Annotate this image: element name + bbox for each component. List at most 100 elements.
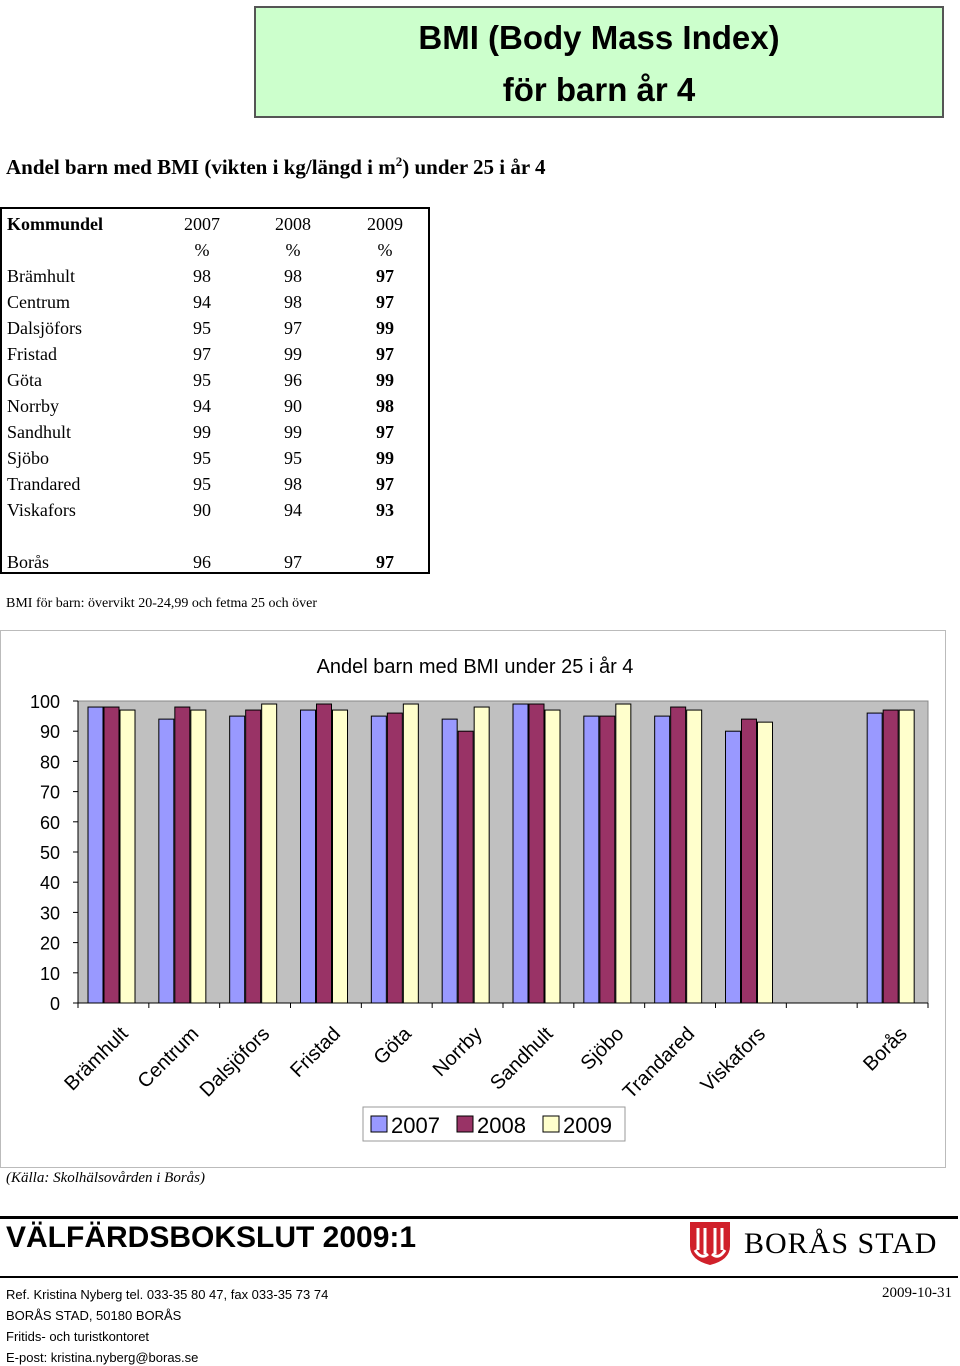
bar-2009 — [190, 709, 207, 1004]
bar-2007 — [370, 715, 387, 1004]
row-2007: 95 — [193, 370, 211, 390]
x-tick-label: Brämhult — [60, 1023, 132, 1095]
legend-swatch — [542, 1115, 560, 1133]
bar-2007 — [441, 718, 458, 1004]
x-tick-label: Norrby — [429, 1023, 487, 1081]
x-tick-label: Göta — [370, 1022, 417, 1069]
bar-2008 — [882, 709, 899, 1004]
y-tick-label: 90 — [40, 722, 60, 742]
bar-2007 — [300, 709, 316, 1004]
header-2009: 2009 — [367, 214, 403, 234]
x-tick-label: Borås — [859, 1023, 912, 1076]
total-name: Borås — [7, 552, 49, 572]
bar-2009 — [332, 709, 348, 1004]
table-total-row: Borås 96 97 97 — [2, 549, 428, 575]
y-tick-label: 10 — [40, 964, 60, 984]
table-header-row: Kommundel 2007 2008 2009 — [2, 211, 428, 237]
subtitle-text: Andel barn med BMI (vikten i kg/längd i … — [6, 155, 396, 179]
section-subtitle: Andel barn med BMI (vikten i kg/längd i … — [6, 154, 546, 180]
row-2009: 99 — [376, 318, 394, 338]
table-row: Viskafors 90 94 93 — [2, 497, 428, 523]
subtitle-text-end: ) under 25 i år 4 — [402, 155, 546, 179]
bar-2008 — [174, 706, 191, 1004]
bar-2009 — [898, 709, 915, 1004]
y-tick-label: 40 — [40, 873, 60, 893]
header-2008: 2008 — [275, 214, 311, 234]
table-row: Brämhult 98 98 97 — [2, 263, 428, 289]
row-2007: 94 — [193, 292, 211, 312]
subtitle-superscript: 2 — [395, 154, 403, 169]
contact-email: E-post: kristina.nyberg@boras.se — [6, 1350, 199, 1365]
row-2007: 95 — [193, 318, 211, 338]
contact-office: Fritids- och turistkontoret — [6, 1329, 150, 1344]
bar-2008 — [316, 703, 332, 1004]
contact-ref: Ref. Kristina Nyberg tel. 033-35 80 47, … — [6, 1287, 329, 1302]
boras-stad-logo: BORÅS STAD — [688, 1220, 950, 1268]
table-row: Göta 95 96 99 — [2, 367, 428, 393]
coat-of-arms-icon — [690, 1222, 730, 1265]
row-2007: 90 — [193, 500, 211, 520]
bar-2007 — [866, 712, 883, 1004]
bar-2009 — [615, 703, 632, 1004]
row-name: Fristad — [7, 344, 58, 364]
row-2009: 98 — [376, 396, 394, 416]
footer-rule-bottom — [0, 1276, 958, 1278]
bar-2008 — [245, 709, 262, 1004]
row-2009: 97 — [376, 292, 394, 312]
x-tick-label: Sandhult — [486, 1023, 558, 1095]
x-tick-label: Trandared — [619, 1023, 699, 1103]
table-row: Dalsjöfors 95 97 99 — [2, 315, 428, 341]
x-tick-label: Dalsjöfors — [196, 1023, 274, 1101]
legend-label: 2007 — [391, 1113, 440, 1138]
row-2008: 98 — [284, 474, 302, 494]
bar-2007 — [512, 703, 529, 1004]
bar-2007 — [229, 715, 246, 1004]
bar-chart: Andel barn med BMI under 25 i år 4 0 10 20 3… — [30, 656, 929, 1142]
row-2007: 95 — [193, 448, 211, 468]
brand-name: BORÅS STAD — [744, 1227, 938, 1260]
chart-title: Andel barn med BMI under 25 i år 4 — [317, 656, 634, 678]
unit-2007: % — [194, 240, 210, 260]
row-name: Trandared — [7, 474, 81, 494]
document-date: 2009-10-31 — [882, 1285, 952, 1301]
row-2009: 97 — [376, 474, 394, 494]
row-name: Dalsjöfors — [7, 318, 82, 338]
row-name: Norrby — [7, 396, 59, 416]
legend-label: 2008 — [477, 1113, 526, 1138]
y-tick-label: 70 — [40, 783, 60, 803]
y-tick-label: 20 — [40, 934, 60, 954]
y-tick-label: 80 — [40, 752, 60, 772]
bar-2008 — [670, 706, 687, 1004]
bar-2008 — [457, 730, 474, 1004]
table-row: Trandared 95 98 97 — [2, 471, 428, 497]
row-name: Brämhult — [7, 266, 75, 286]
x-tick-label: Sjöbo — [577, 1023, 629, 1075]
row-name: Sjöbo — [7, 448, 50, 468]
row-2008: 96 — [284, 370, 302, 390]
table-row: Sandhult 99 99 97 — [2, 419, 428, 445]
row-2008: 98 — [284, 292, 302, 312]
y-tick-label: 30 — [40, 903, 60, 923]
row-2008: 99 — [284, 344, 302, 364]
bar-2008 — [528, 703, 545, 1004]
row-2009: 97 — [376, 344, 394, 364]
header-district: Kommundel — [7, 214, 104, 234]
bar-2009 — [261, 703, 278, 1004]
row-2009: 99 — [376, 370, 394, 390]
bar-2009 — [402, 703, 419, 1004]
total-2008: 97 — [284, 552, 302, 572]
bar-2008 — [599, 715, 616, 1004]
bar-2007 — [725, 730, 741, 1004]
row-2008: 90 — [284, 396, 302, 416]
row-2009: 97 — [376, 422, 394, 442]
bar-2009 — [473, 706, 490, 1004]
bar-2007 — [654, 715, 671, 1004]
title-box: BMI (Body Mass Index) för barn år 4 — [254, 6, 944, 118]
data-table: Kommundel 2007 2008 2009 % % % Brämhult 9… — [0, 207, 430, 574]
row-2008: 94 — [284, 500, 302, 520]
row-name: Viskafors — [7, 500, 76, 520]
row-2007: 94 — [193, 396, 211, 416]
footer-title: VÄLFÄRDSBOKSLUT 2009:1 — [6, 1221, 417, 1254]
legend-label: 2009 — [563, 1113, 612, 1138]
unit-2009: % — [377, 240, 393, 260]
